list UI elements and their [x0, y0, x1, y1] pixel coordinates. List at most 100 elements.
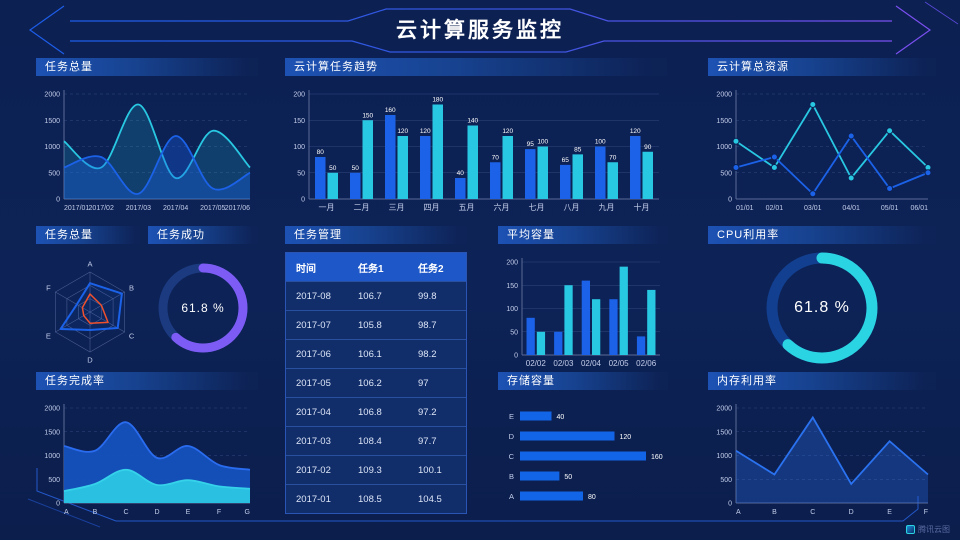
- svg-text:E: E: [46, 332, 51, 341]
- table-cell: 108.5: [358, 493, 382, 505]
- svg-text:一月: 一月: [319, 203, 335, 212]
- table-row: 2017-04 106.8 97.2: [286, 397, 466, 426]
- panel-cpu-usage: CPU利用率 61.8 %: [708, 226, 936, 368]
- table-cell: 97.7: [418, 435, 437, 447]
- table-header-cell: 任务2: [418, 263, 444, 275]
- svg-text:2017/04: 2017/04: [163, 205, 188, 212]
- panel-title: 平均容量: [498, 226, 668, 244]
- table-header-row: 时间 任务1 任务2: [286, 253, 466, 281]
- svg-text:E: E: [509, 412, 514, 421]
- task-trend-bar-chart: 0 50 100 150 200 一月 二月 三月 四月 五月 六月 七月 八月 九月 十月 80 50 160 1…: [293, 90, 659, 212]
- svg-text:0: 0: [301, 197, 305, 204]
- svg-text:0: 0: [728, 197, 732, 204]
- table-cell: 104.5: [418, 493, 442, 505]
- svg-text:500: 500: [48, 170, 60, 177]
- panel-task-trend: 云计算任务趋势 0 50 100 150 200 一月 二月 三月 四月 五月 六月 七月 八月 九月 十月…: [285, 58, 667, 214]
- task-radar-chart: A B C D E F: [46, 260, 135, 365]
- svg-text:2000: 2000: [716, 92, 732, 99]
- svg-text:E: E: [887, 509, 892, 516]
- page-title: 云计算服务监控: [396, 19, 564, 42]
- table-row: 2017-05 106.2 97: [286, 368, 466, 397]
- svg-text:2017/02: 2017/02: [89, 205, 114, 212]
- svg-text:03/01: 03/01: [804, 205, 822, 212]
- svg-text:A: A: [509, 492, 514, 501]
- svg-text:1000: 1000: [716, 144, 732, 151]
- svg-text:0: 0: [56, 197, 60, 204]
- svg-text:120: 120: [620, 434, 632, 441]
- svg-text:1000: 1000: [44, 144, 60, 151]
- svg-text:120: 120: [630, 128, 641, 135]
- svg-text:A: A: [64, 509, 69, 516]
- svg-text:50: 50: [564, 474, 572, 481]
- svg-text:2000: 2000: [44, 92, 60, 99]
- svg-text:2017/01: 2017/01: [64, 205, 89, 212]
- panel-title: 内存利用率: [708, 372, 936, 390]
- panel-task-completion: 任务完成率 0 500 1000 1500 2000 A B C D E F G: [36, 372, 258, 516]
- svg-text:F: F: [46, 284, 51, 293]
- svg-text:十月: 十月: [634, 202, 650, 212]
- brand-watermark: 腾讯云图: [906, 524, 950, 535]
- svg-text:500: 500: [720, 477, 732, 484]
- svg-text:150: 150: [506, 283, 518, 290]
- panel-task-radar: 任务总量 A B C D E F: [36, 226, 140, 368]
- svg-text:1500: 1500: [716, 118, 732, 125]
- svg-text:二月: 二月: [354, 203, 370, 212]
- svg-text:G: G: [245, 509, 250, 516]
- svg-text:95: 95: [527, 141, 535, 148]
- svg-text:A: A: [736, 509, 741, 516]
- svg-text:500: 500: [48, 477, 60, 484]
- svg-text:C: C: [123, 509, 128, 516]
- cpu-usage-gauge: [766, 252, 878, 364]
- svg-text:D: D: [154, 509, 159, 516]
- svg-text:02/05: 02/05: [609, 359, 630, 368]
- svg-text:02/04: 02/04: [581, 359, 602, 368]
- table-cell: 105.8: [358, 319, 382, 331]
- svg-text:D: D: [509, 432, 515, 441]
- panel-storage: 存储容量 E 40 D 120 C 160 B 50 A 80: [498, 372, 668, 516]
- svg-text:120: 120: [420, 128, 431, 135]
- svg-text:02/01: 02/01: [766, 205, 784, 212]
- svg-text:2000: 2000: [716, 406, 732, 413]
- svg-text:100: 100: [537, 139, 548, 146]
- table-cell: 2017-05: [296, 377, 331, 389]
- svg-text:05/01: 05/01: [881, 205, 899, 212]
- cloud-resource-line-chart: 0 500 1000 1500 2000 01/01 02/01 03/01 04/01 05/0…: [716, 90, 932, 212]
- svg-text:1500: 1500: [44, 118, 60, 125]
- svg-text:200: 200: [506, 260, 518, 267]
- svg-text:B: B: [509, 472, 514, 481]
- table-row: 2017-02 109.3 100.1: [286, 455, 466, 484]
- table-cell: 106.7: [358, 290, 382, 302]
- panel-title: 云计算任务趋势: [285, 58, 667, 76]
- panel-title: CPU利用率: [708, 226, 936, 244]
- svg-text:2017/03: 2017/03: [126, 205, 151, 212]
- table-header-cell: 任务1: [358, 263, 384, 275]
- svg-text:C: C: [509, 452, 515, 461]
- table-cell: 97.2: [418, 406, 437, 418]
- svg-text:100: 100: [506, 306, 518, 313]
- table-row: 2017-06 106.1 98.2: [286, 339, 466, 368]
- svg-text:F: F: [217, 509, 221, 516]
- svg-text:85: 85: [574, 146, 582, 153]
- storage-hbar-chart: E 40 D 120 C 160 B 50 A 80: [509, 411, 663, 501]
- svg-text:八月: 八月: [564, 203, 580, 212]
- table-cell: 98.2: [418, 348, 437, 360]
- svg-text:D: D: [849, 509, 854, 516]
- svg-text:140: 140: [467, 118, 478, 125]
- panel-avg-capacity: 平均容量 0 50 100 150 200 02/02 02/03 02/04 02/05 02/…: [498, 226, 668, 368]
- table-cell: 106.8: [358, 406, 382, 418]
- svg-text:02/06: 02/06: [636, 359, 657, 368]
- svg-text:120: 120: [397, 128, 408, 135]
- svg-text:五月: 五月: [459, 203, 475, 212]
- svg-text:B: B: [772, 509, 777, 516]
- task-table: 时间 任务1 任务2 2017-08 106.7 99.8 2017-07 105.8 98.7…: [285, 252, 467, 514]
- panel-task-table: 任务管理 时间 任务1 任务2 2017-08 106.7 99.8 2017-07 105.…: [285, 226, 467, 514]
- svg-text:1500: 1500: [44, 429, 60, 436]
- svg-text:80: 80: [588, 494, 596, 501]
- svg-text:500: 500: [720, 170, 732, 177]
- svg-text:七月: 七月: [529, 203, 545, 212]
- svg-text:0: 0: [514, 353, 518, 360]
- table-header-cell: 时间: [296, 263, 316, 275]
- svg-text:E: E: [186, 509, 191, 516]
- panel-cloud-resource: 云计算总资源 0 500 1000 1500 2000 01/01 02/01 03/01 04…: [708, 58, 936, 214]
- svg-text:04/01: 04/01: [842, 205, 860, 212]
